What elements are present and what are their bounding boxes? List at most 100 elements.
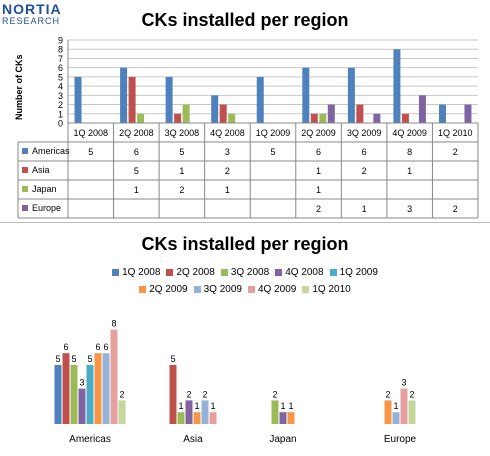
legend-label: 2Q 2008 (176, 267, 215, 278)
bar-2q-2009 (94, 353, 102, 424)
legend-label: 1Q 2010 (312, 284, 351, 295)
table-cell-value: 6 (134, 147, 139, 157)
table-cell-value: 6 (316, 147, 321, 157)
bar-4q-2009 (209, 412, 217, 424)
table-cell-value: 1 (316, 166, 321, 176)
table-cell-value: 2 (362, 166, 367, 176)
bar-americas (211, 95, 219, 123)
bar-1q-2010 (118, 400, 126, 424)
data-label: 6 (95, 342, 100, 352)
bar-japan (137, 113, 145, 123)
bar-1q-2009 (86, 365, 94, 424)
legend-swatch (193, 285, 201, 293)
table-column-header: 3Q 2008 (165, 128, 200, 138)
data-label: 2 (385, 389, 390, 399)
y-tick-label: 4 (58, 82, 63, 92)
table-column-header: 2Q 2008 (119, 128, 154, 138)
y-tick-label: 5 (58, 72, 63, 82)
bar-3q-2009 (392, 412, 400, 424)
data-label: 5 (87, 354, 92, 364)
bar-americas (393, 49, 401, 123)
data-label: 1 (393, 401, 398, 411)
bar-americas (165, 76, 173, 123)
legend-item: 3Q 2008 (220, 267, 270, 278)
bar-europe (327, 104, 335, 123)
data-label: 6 (103, 342, 108, 352)
data-label: 1 (178, 401, 183, 411)
bar-4q-2009 (110, 329, 118, 424)
table-cell-value: 1 (225, 185, 230, 195)
y-tick-label: 9 (58, 36, 63, 46)
legend-item: 2Q 2009 (139, 284, 188, 295)
bar-americas (302, 67, 310, 123)
table-legend-key (22, 205, 28, 211)
bar-3q-2008 (177, 412, 185, 424)
legend-swatch (248, 285, 255, 293)
bar-americas (120, 67, 128, 123)
legend-label: 3Q 2008 (230, 267, 270, 278)
table-column-header: 2Q 2009 (301, 128, 336, 138)
bar-americas (256, 76, 264, 123)
category-label: Japan (269, 434, 296, 445)
legend-item: 4Q 2009 (248, 284, 296, 295)
legend-swatch (329, 268, 337, 276)
bar-3q-2009 (201, 400, 209, 424)
legend-item: 4Q 2008 (275, 267, 324, 278)
bar-1q-2008 (54, 365, 62, 424)
data-label: 2 (409, 389, 414, 399)
legend-item: 3Q 2009 (193, 284, 242, 295)
legend-swatch (112, 268, 120, 276)
data-label: 2 (186, 389, 191, 399)
chart2-legend-row1: 1Q 2008 2Q 2008 3Q 2008 4Q 2008 1Q 2009 (0, 267, 490, 278)
bar-europe (418, 95, 426, 123)
divider (0, 222, 490, 223)
legend-item: 1Q 2009 (329, 267, 378, 278)
table-cell-value: 1 (362, 204, 367, 214)
data-label: 5 (170, 354, 175, 364)
table-cell-value: 5 (88, 147, 93, 157)
legend-swatch (166, 268, 174, 276)
bar-americas (438, 104, 446, 123)
legend-label: 4Q 2008 (285, 267, 324, 278)
table-column-header: 1Q 2009 (256, 128, 291, 138)
bar-asia (401, 113, 409, 123)
table-column-header: 4Q 2009 (392, 128, 427, 138)
table-cell-value: 2 (453, 204, 458, 214)
legend-label: 3Q 2009 (203, 284, 242, 295)
bar-japan (182, 104, 190, 123)
table-cell-value: 2 (453, 147, 458, 157)
table-cell-value: 2 (225, 166, 230, 176)
bar-2q-2008 (62, 353, 70, 424)
table-legend-key (22, 186, 28, 192)
category-label: Asia (183, 434, 203, 445)
bar-asia (310, 113, 318, 123)
logo-line-1: NORTIA (2, 1, 62, 17)
data-label: 8 (111, 319, 116, 329)
table-cell-value: 1 (179, 166, 184, 176)
legend-item: 1Q 2010 (302, 284, 351, 295)
bar-japan (319, 113, 327, 123)
data-label: 5 (55, 354, 60, 364)
table-cell-value: 5 (134, 166, 139, 176)
bar-europe (464, 104, 472, 123)
data-label: 2 (272, 389, 277, 399)
bar-2q-2009 (384, 400, 392, 424)
bar-asia (128, 76, 136, 123)
data-label: 1 (194, 401, 199, 411)
bar-asia (219, 104, 227, 123)
chart2-legend-row2: 2Q 2009 3Q 2009 4Q 2009 1Q 2010 (0, 284, 490, 295)
bar-1q-2010 (408, 400, 416, 424)
bar-4q-2008 (78, 388, 86, 424)
table-column-header: 3Q 2009 (347, 128, 382, 138)
table-cell-value: 8 (407, 147, 412, 157)
bar-2q-2008 (169, 365, 177, 424)
table-cell-value: 6 (362, 147, 367, 157)
table-column-header: 1Q 2010 (438, 128, 473, 138)
table-cell-value: 1 (407, 166, 412, 176)
category-label: Europe (384, 434, 417, 445)
y-tick-label: 3 (58, 91, 63, 101)
table-legend-key (22, 148, 28, 154)
chart2-title: CKs installed per region (141, 234, 349, 254)
table-cell-value: 2 (316, 204, 321, 214)
